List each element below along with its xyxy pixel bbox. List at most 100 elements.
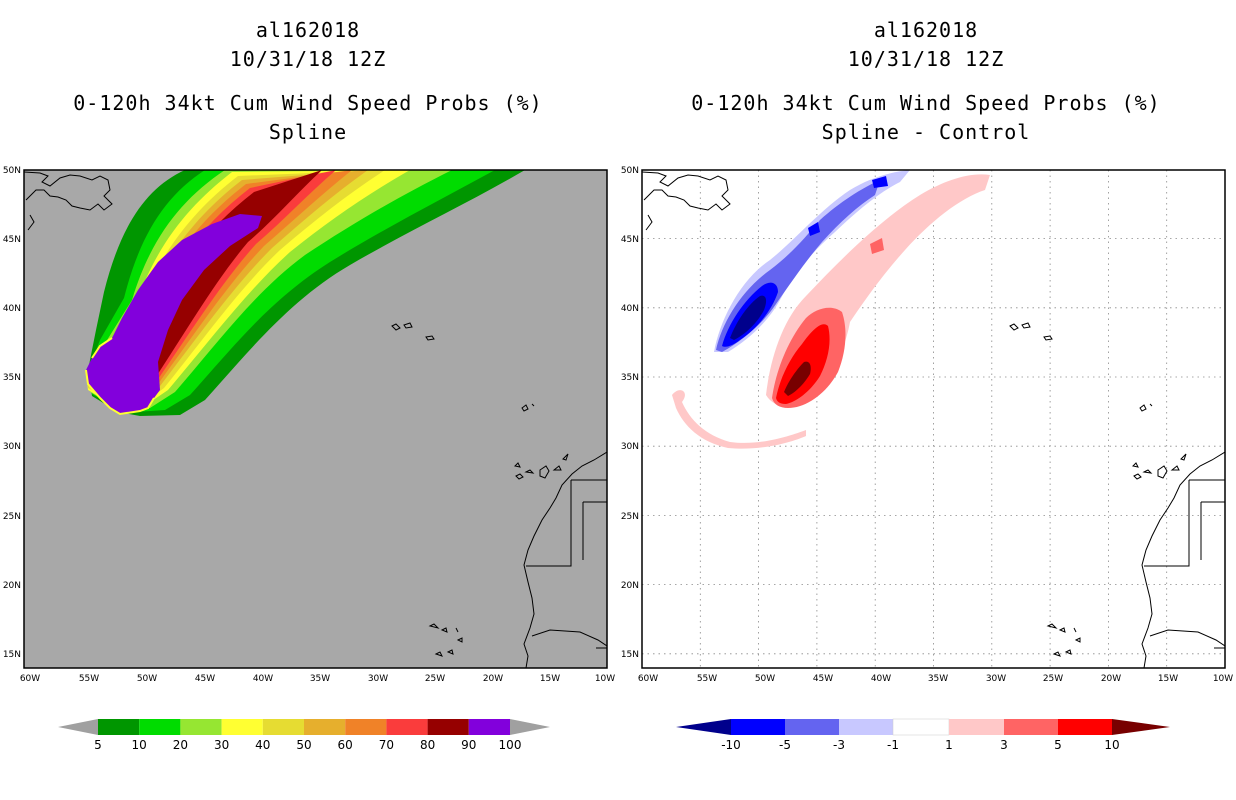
lon-label: 55W — [79, 674, 99, 684]
colorbar-label: 60 — [338, 738, 353, 752]
colorbar-swatch — [98, 719, 140, 735]
colorbar-swatch — [386, 719, 428, 735]
colorbar-label: 5 — [1054, 738, 1062, 752]
colorbar-label: 5 — [94, 738, 102, 752]
lat-label: 40N — [3, 304, 21, 314]
colorbar-label: 1 — [945, 738, 953, 752]
lat-label: 35N — [621, 373, 639, 383]
colorbar-swatch — [892, 718, 950, 736]
right-map-frame — [641, 169, 1226, 669]
lon-label: 50W — [137, 674, 157, 684]
left-datetime: 10/31/18 12Z — [229, 47, 387, 71]
right-map: 50N 45N 40N 35N 30N 25N 20N 15N 60W 55W … — [621, 166, 1233, 684]
lon-label: 45W — [813, 674, 833, 684]
colorbar-swatch — [139, 719, 181, 735]
lat-label: 15N — [621, 650, 639, 660]
colorbar-swatch — [1004, 719, 1058, 735]
left-lat-labels: 50N 45N 40N 35N 30N 25N 20N 15N — [3, 166, 21, 660]
colorbar-swatch — [839, 719, 893, 735]
colorbar-label: 70 — [379, 738, 394, 752]
diff-neg-5-patch-2 — [872, 176, 888, 188]
colorbar-label: -10 — [721, 738, 741, 752]
colorbar-swatch — [1058, 719, 1112, 735]
colorbar-swatch — [304, 719, 346, 735]
right-lon-labels: 60W 55W 50W 45W 40W 35W 30W 25W 20W 15W … — [638, 674, 1233, 684]
lon-label: 20W — [1101, 674, 1121, 684]
colorbar-swatch — [345, 719, 387, 735]
colorbar-over-triangle — [510, 719, 550, 735]
lat-label: 50N — [621, 166, 639, 176]
contour-90 — [86, 214, 262, 414]
lat-label: 20N — [3, 581, 21, 591]
colorbar-swatch — [221, 719, 263, 735]
lat-label: 25N — [621, 512, 639, 522]
lon-label: 25W — [1043, 674, 1063, 684]
lat-label: 50N — [3, 166, 21, 176]
lon-label: 60W — [20, 674, 40, 684]
colorbar-swatch — [180, 719, 222, 735]
colorbar-swatch — [949, 719, 1004, 735]
lat-label: 25N — [3, 512, 21, 522]
colorbar-label: -3 — [833, 738, 845, 752]
left-map-frame — [23, 169, 608, 669]
colorbar-swatch — [785, 719, 839, 735]
colorbar-swatch — [427, 719, 469, 735]
right-method: Spline - Control — [821, 120, 1031, 144]
right-colorbar: -10 -5 -3 -1 1 3 5 10 — [676, 718, 1170, 752]
right-datetime: 10/31/18 12Z — [847, 47, 1005, 71]
lon-label: 45W — [195, 674, 215, 684]
contour-90-edge — [85, 337, 155, 416]
colorbar-label: 20 — [173, 738, 188, 752]
colorbar-label: 3 — [1000, 738, 1008, 752]
left-storm-id: al162018 — [255, 18, 361, 42]
right-storm-id: al162018 — [873, 18, 979, 42]
lon-label: 10W — [1213, 674, 1233, 684]
colorbar-over-triangle — [1112, 719, 1170, 735]
left-title: al162018 10/31/18 12Z 0-120h 34kt Cum Wi… — [28, 16, 588, 147]
lat-label: 20N — [621, 581, 639, 591]
lon-label: 25W — [425, 674, 445, 684]
lon-label: 20W — [483, 674, 503, 684]
colorbar-label: 10 — [1104, 738, 1119, 752]
lat-label: 30N — [3, 442, 21, 452]
right-product: 0-120h 34kt Cum Wind Speed Probs (%) — [691, 91, 1161, 115]
diff-neg-10 — [730, 295, 767, 340]
lon-label: 15W — [540, 674, 560, 684]
colorbar-label: 50 — [296, 738, 311, 752]
lon-label: 10W — [595, 674, 615, 684]
left-probability-contours — [24, 170, 607, 668]
diff-neg-5-patch — [808, 222, 820, 236]
lon-label: 55W — [697, 674, 717, 684]
left-lon-labels: 60W 55W 50W 45W 40W 35W 30W 25W 20W 15W … — [20, 674, 615, 684]
colorbar-label: 90 — [461, 738, 476, 752]
lat-label: 15N — [3, 650, 21, 660]
lon-label: 60W — [638, 674, 658, 684]
lon-label: 50W — [755, 674, 775, 684]
lat-label: 30N — [621, 442, 639, 452]
lat-label: 40N — [621, 304, 639, 314]
lon-label: 40W — [871, 674, 891, 684]
lon-label: 35W — [928, 674, 948, 684]
left-product: 0-120h 34kt Cum Wind Speed Probs (%) — [73, 91, 543, 115]
colorbar-under-triangle — [58, 719, 98, 735]
colorbar-label: 10 — [132, 738, 147, 752]
left-colorbar: 5 10 20 30 40 50 60 70 80 90 100 — [58, 719, 550, 752]
lon-label: 30W — [368, 674, 388, 684]
colorbar-label: 100 — [499, 738, 522, 752]
lat-label: 45N — [3, 235, 21, 245]
colorbar-label: 40 — [255, 738, 270, 752]
right-title: al162018 10/31/18 12Z 0-120h 34kt Cum Wi… — [646, 16, 1206, 147]
colorbar-swatch — [731, 719, 785, 735]
left-map: 50N 45N 40N 35N 30N 25N 20N 15N 60W 55W … — [3, 166, 615, 684]
lon-label: 35W — [310, 674, 330, 684]
diff-pos-10 — [784, 361, 811, 396]
diff-pos-3-patch — [870, 238, 884, 254]
colorbar-label: 80 — [420, 738, 435, 752]
colorbar-swatch — [262, 719, 304, 735]
lon-label: 30W — [986, 674, 1006, 684]
colorbar-label: 30 — [214, 738, 229, 752]
colorbar-label: -5 — [779, 738, 791, 752]
lon-label: 40W — [253, 674, 273, 684]
colorbar-under-triangle — [676, 719, 731, 735]
colorbar-label: -1 — [887, 738, 899, 752]
